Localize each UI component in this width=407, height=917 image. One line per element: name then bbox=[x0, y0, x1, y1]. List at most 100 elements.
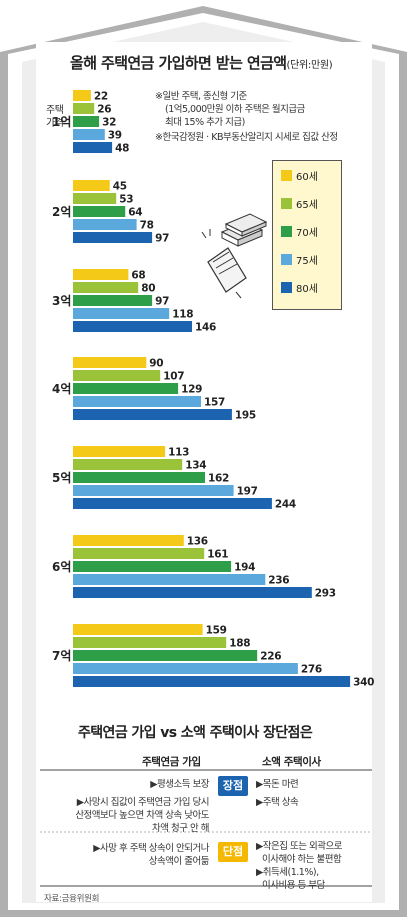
bar-value-label: 157 bbox=[204, 397, 225, 409]
legend-swatch bbox=[281, 226, 292, 237]
pros-left-3: 산정액보다 높으면 차액 상속 낮아도 bbox=[75, 810, 209, 821]
bar-3억-75세 bbox=[73, 308, 170, 319]
legend-swatch bbox=[281, 170, 292, 181]
bar-4억-80세 bbox=[73, 409, 232, 420]
bar-value-label: 90 bbox=[149, 358, 163, 370]
bar-value-label: 64 bbox=[128, 207, 142, 219]
bar-value-label: 276 bbox=[301, 664, 322, 676]
pros-left-2: ▶사망시 집값이 주택연금 가입 당시 bbox=[76, 797, 210, 808]
bar-value-label: 97 bbox=[155, 233, 169, 245]
legend-swatch bbox=[281, 198, 292, 209]
source-note: 자료:금융위원회 bbox=[44, 894, 100, 904]
bar-3억-80세 bbox=[73, 321, 192, 332]
legend-swatch bbox=[281, 254, 292, 265]
money-stack-icon bbox=[220, 213, 268, 247]
pros-label: 장점 bbox=[222, 779, 244, 792]
bar-7억-75세 bbox=[73, 663, 298, 674]
note-line-4: ※한국감정원 · KB부동산알리지 시세로 집값 산정 bbox=[155, 132, 338, 143]
comparison-title: 주택연금 가입 vs 소액 주택이사 장단점은 bbox=[78, 725, 313, 741]
category-label: 7억 bbox=[52, 649, 71, 663]
bar-4억-75세 bbox=[73, 396, 201, 407]
bar-6억-70세 bbox=[73, 561, 232, 572]
legend-swatch bbox=[281, 282, 292, 293]
bar-6억-65세 bbox=[73, 548, 205, 559]
bar-value-label: 188 bbox=[229, 638, 250, 650]
bar-7억-70세 bbox=[73, 650, 258, 661]
bar-3억-70세 bbox=[73, 295, 153, 306]
legend-label: 70세 bbox=[296, 228, 318, 239]
legend-item: 80세 bbox=[281, 282, 318, 296]
pros-right-1: ▶목돈 마련 bbox=[256, 779, 299, 790]
row-header-1: 주택 bbox=[46, 105, 64, 116]
bar-2억-65세 bbox=[73, 193, 117, 204]
bankbook-icon bbox=[201, 229, 247, 299]
bar-value-label: 159 bbox=[206, 625, 227, 637]
bar-value-label: 129 bbox=[181, 384, 202, 396]
legend-item: 60세 bbox=[281, 170, 318, 184]
bar-value-label: 107 bbox=[163, 371, 184, 383]
bar-value-label: 146 bbox=[195, 322, 216, 334]
category-label: 2억 bbox=[52, 205, 71, 219]
bar-value-label: 68 bbox=[131, 270, 145, 282]
bar-6억-60세 bbox=[73, 535, 184, 546]
bar-1억-80세 bbox=[73, 142, 113, 153]
bar-value-label: 293 bbox=[315, 588, 336, 600]
bar-4억-65세 bbox=[73, 370, 161, 381]
legend-label: 60세 bbox=[296, 172, 318, 183]
cons-right-3: ▶취득세(1.1%), bbox=[256, 867, 319, 878]
bar-value-label: 113 bbox=[168, 447, 189, 459]
bar-value-label: 162 bbox=[208, 473, 229, 485]
bar-5억-60세 bbox=[73, 446, 166, 457]
note-line-1: ※일반 주택, 종신형 기준 bbox=[155, 91, 247, 102]
bar-3억-60세 bbox=[73, 269, 129, 280]
legend-item: 65세 bbox=[281, 198, 318, 212]
cons-left-2: 상속액이 줄어듦 bbox=[148, 856, 210, 867]
bar-value-label: 45 bbox=[113, 181, 127, 193]
bar-value-label: 194 bbox=[234, 562, 255, 574]
bar-1억-65세 bbox=[73, 103, 95, 114]
cons-left-1: ▶사망 후 주택 상속이 안되거나 bbox=[93, 843, 209, 854]
category-label: 6억 bbox=[52, 560, 71, 574]
category-label: 4억 bbox=[52, 382, 71, 396]
bar-4억-70세 bbox=[73, 383, 179, 394]
bar-7억-80세 bbox=[73, 676, 351, 687]
bar-value-label: 161 bbox=[207, 549, 228, 561]
bar-value-label: 195 bbox=[235, 410, 256, 422]
bar-6억-75세 bbox=[73, 574, 266, 585]
pros-right-2: ▶주택 상속 bbox=[256, 797, 299, 808]
cons-badge: 단점 bbox=[218, 842, 248, 862]
pros-left-4: 차액 청구 안 해 bbox=[152, 823, 210, 834]
pros-badge: 장점 bbox=[218, 776, 248, 796]
bar-value-label: 78 bbox=[140, 220, 154, 232]
bar-1억-70세 bbox=[73, 116, 100, 127]
bar-5억-65세 bbox=[73, 459, 183, 470]
left-column-header: 주택연금 가입 bbox=[142, 756, 201, 768]
bar-4억-60세 bbox=[73, 357, 147, 368]
cons-right-1: ▶작은집 또는 외곽으로 bbox=[256, 841, 343, 852]
legend-label: 65세 bbox=[296, 200, 318, 211]
legend-item: 75세 bbox=[281, 254, 318, 268]
bar-value-label: 22 bbox=[94, 91, 108, 103]
row-header-2: 가격 bbox=[46, 118, 64, 129]
bar-value-label: 118 bbox=[172, 309, 193, 321]
bar-5억-75세 bbox=[73, 485, 234, 496]
unit-text: (단위:만원) bbox=[286, 60, 333, 71]
bar-7억-65세 bbox=[73, 637, 227, 648]
bar-value-label: 53 bbox=[119, 194, 133, 206]
bar-5억-70세 bbox=[73, 472, 205, 483]
bar-2억-80세 bbox=[73, 232, 153, 243]
bar-value-label: 97 bbox=[155, 296, 169, 308]
cons-right-4: 이사비용 등 부담 bbox=[262, 880, 325, 891]
note-line-3: 최대 15% 추가 지급) bbox=[165, 117, 245, 128]
bar-value-label: 244 bbox=[275, 499, 296, 511]
bar-1억-75세 bbox=[73, 129, 105, 140]
bar-6억-80세 bbox=[73, 587, 312, 598]
bar-7억-60세 bbox=[73, 624, 203, 635]
bar-2억-75세 bbox=[73, 219, 137, 230]
bar-value-label: 136 bbox=[187, 536, 208, 548]
cons-label: 단점 bbox=[222, 845, 244, 858]
bar-2억-60세 bbox=[73, 180, 110, 191]
